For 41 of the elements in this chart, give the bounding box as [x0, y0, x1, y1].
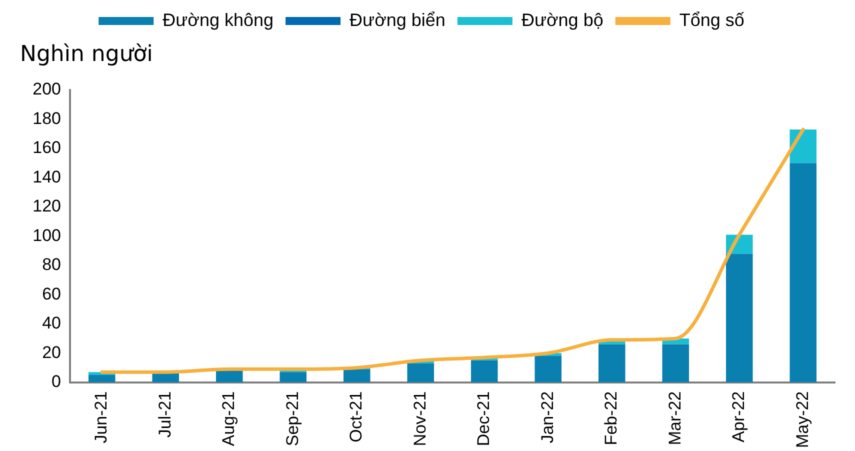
bar — [470, 360, 498, 382]
x-tick-label: Jul-21 — [155, 391, 174, 438]
y-tick-label: 200 — [32, 80, 61, 99]
y-tick-label: 20 — [42, 342, 61, 362]
x-tick-label: Aug-21 — [219, 391, 238, 446]
legend-label: Tổng số — [679, 10, 744, 30]
bar — [662, 344, 690, 382]
y-tick-label: 160 — [32, 138, 61, 158]
x-tick-label: Nov-21 — [410, 391, 430, 446]
x-tick-label: Mar-22 — [665, 391, 684, 446]
y-tick-label: 180 — [32, 108, 61, 128]
y-axis-title: Nghìn người — [20, 42, 153, 67]
x-tick-label: Feb-22 — [602, 391, 621, 446]
y-tick-label: 40 — [42, 314, 61, 333]
bar — [216, 370, 243, 382]
y-tick-label: 0 — [52, 372, 61, 391]
y-tick-label: 60 — [42, 284, 61, 304]
bar — [726, 254, 753, 382]
legend-label: Đường bộ — [521, 10, 604, 30]
y-tick-label: 140 — [32, 167, 61, 186]
bar — [407, 363, 434, 382]
x-tick-label: Sep-21 — [282, 391, 302, 446]
bar — [280, 372, 307, 382]
x-tick-label: Apr-22 — [729, 391, 748, 442]
x-tick-label: Oct-21 — [346, 391, 366, 442]
bar — [343, 369, 370, 382]
bar — [152, 374, 180, 382]
x-tick-label: Dec-21 — [474, 391, 494, 446]
bar — [534, 356, 562, 382]
bar — [598, 344, 626, 382]
x-tick-label: Jan-22 — [538, 391, 557, 444]
x-tick-label: May-22 — [792, 391, 812, 448]
legend-label: Đường không — [162, 10, 274, 30]
x-tick-label: Jun-21 — [92, 391, 111, 444]
bar — [88, 375, 116, 382]
y-tick-label: 100 — [32, 226, 61, 245]
y-tick-label: 80 — [42, 255, 61, 274]
line-series — [100, 128, 805, 374]
y-tick-label: 120 — [32, 196, 61, 216]
legend-label: Đường biển — [350, 10, 446, 30]
bar — [790, 163, 817, 382]
